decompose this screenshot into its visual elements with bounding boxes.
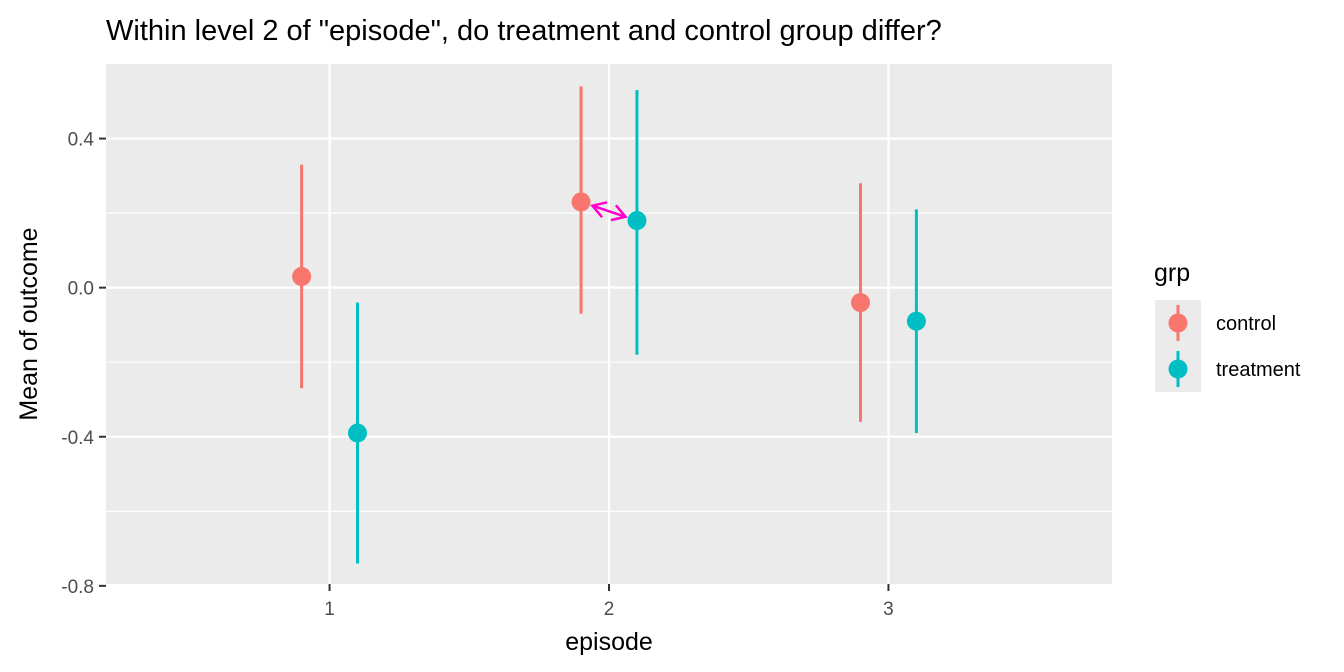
annotation-arrowhead — [590, 201, 608, 219]
point-treatment — [348, 423, 367, 443]
point-control — [571, 192, 591, 212]
x-tick-label: 2 — [604, 599, 615, 620]
x-axis-title: episode — [565, 628, 653, 656]
point-treatment — [627, 211, 647, 231]
major-gridlines — [106, 64, 1112, 587]
y-tick-label: 0.4 — [68, 130, 95, 151]
point-treatment — [906, 311, 926, 331]
y-axis-title: Mean of outcome — [15, 227, 43, 420]
legend-label-treatment: treatment — [1216, 359, 1301, 381]
y-tick-label: -0.8 — [61, 577, 94, 598]
point-control — [292, 266, 312, 286]
y-tick-label: 0.0 — [68, 279, 94, 300]
legend-label-control: control — [1216, 313, 1276, 335]
annotation-arrow — [590, 201, 628, 222]
legend-key-point — [1168, 313, 1188, 333]
chart-title: Within level 2 of "episode", do treatmen… — [106, 15, 942, 47]
x-tick-label: 3 — [883, 599, 894, 620]
legend-key-point — [1168, 359, 1188, 379]
annotation-arrowhead — [610, 204, 628, 222]
annotation-line — [592, 204, 626, 218]
point-control — [851, 293, 870, 313]
x-tick-label: 1 — [324, 599, 335, 620]
y-tick-label: -0.4 — [61, 428, 94, 449]
y-axis: 0.4 0.0 -0.4 -0.8 — [61, 130, 106, 598]
data-marks — [292, 86, 926, 564]
legend: grp control treatment — [1154, 259, 1301, 392]
legend-title: grp — [1154, 259, 1190, 287]
x-axis: 1 2 3 — [324, 584, 894, 620]
